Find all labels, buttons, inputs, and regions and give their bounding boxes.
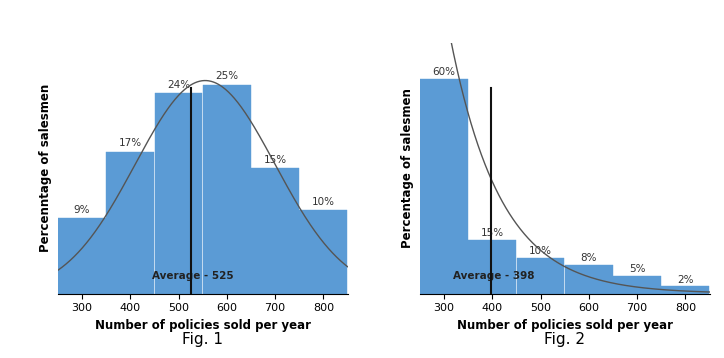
Text: Average - 525: Average - 525 xyxy=(152,271,234,281)
Text: 2%: 2% xyxy=(677,275,694,285)
Text: 9%: 9% xyxy=(74,205,90,215)
Bar xyxy=(613,276,661,294)
Text: 10%: 10% xyxy=(529,246,552,256)
Bar xyxy=(251,168,299,294)
Text: 15%: 15% xyxy=(264,155,287,165)
Bar xyxy=(155,93,203,294)
Y-axis label: Percentage of salesmen: Percentage of salesmen xyxy=(401,88,414,248)
Bar xyxy=(517,258,565,294)
Text: 24%: 24% xyxy=(167,80,190,90)
Bar xyxy=(300,210,348,294)
Text: 60%: 60% xyxy=(432,67,455,77)
Bar xyxy=(468,240,516,294)
Text: 15%: 15% xyxy=(481,228,504,238)
Y-axis label: Percenntage of salesmen: Percenntage of salesmen xyxy=(39,84,52,252)
Bar xyxy=(203,85,251,294)
Bar xyxy=(565,265,613,294)
Bar xyxy=(420,79,468,294)
Text: 25%: 25% xyxy=(215,71,238,81)
Bar xyxy=(662,286,710,294)
X-axis label: Number of policies sold per year: Number of policies sold per year xyxy=(95,319,311,332)
Text: 17%: 17% xyxy=(119,138,142,148)
Text: Fig. 2: Fig. 2 xyxy=(544,332,585,347)
Text: Fig. 1: Fig. 1 xyxy=(182,332,223,347)
Text: 5%: 5% xyxy=(629,264,645,274)
Bar xyxy=(106,151,154,294)
Bar xyxy=(58,218,106,294)
Text: Average - 398: Average - 398 xyxy=(453,271,534,281)
X-axis label: Number of policies sold per year: Number of policies sold per year xyxy=(457,319,673,332)
Text: 10%: 10% xyxy=(312,197,335,207)
Text: 8%: 8% xyxy=(581,253,597,263)
